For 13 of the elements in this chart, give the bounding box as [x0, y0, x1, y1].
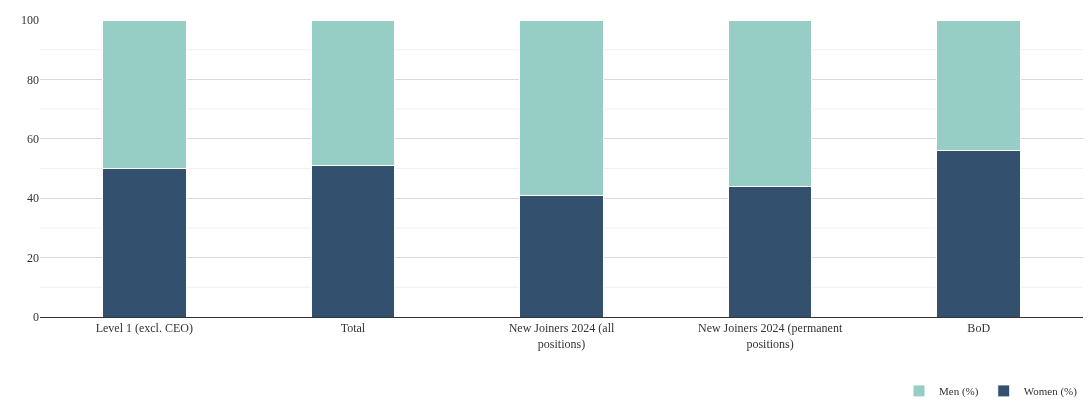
x-tick-label: New Joiners 2024 (all positions)	[508, 321, 615, 351]
x-tick-label: New Joiners 2024 (permanent positions)	[697, 321, 843, 351]
y-tick-label: 20	[27, 250, 39, 265]
y-tick-label: 80	[27, 72, 39, 87]
legend-label: Women (%)	[1023, 385, 1078, 399]
y-tick-label: 0	[33, 310, 39, 325]
x-tick-label: Level 1 (excl. CEO)	[95, 321, 193, 336]
y-tick-label: 40	[27, 191, 39, 206]
y-tick-label: 60	[27, 132, 39, 146]
legend-label: Men (%)	[939, 385, 979, 399]
y-tick-label: 100	[21, 13, 39, 28]
x-tick-label: BoD	[967, 321, 991, 336]
x-tick-label: Total	[340, 321, 366, 336]
